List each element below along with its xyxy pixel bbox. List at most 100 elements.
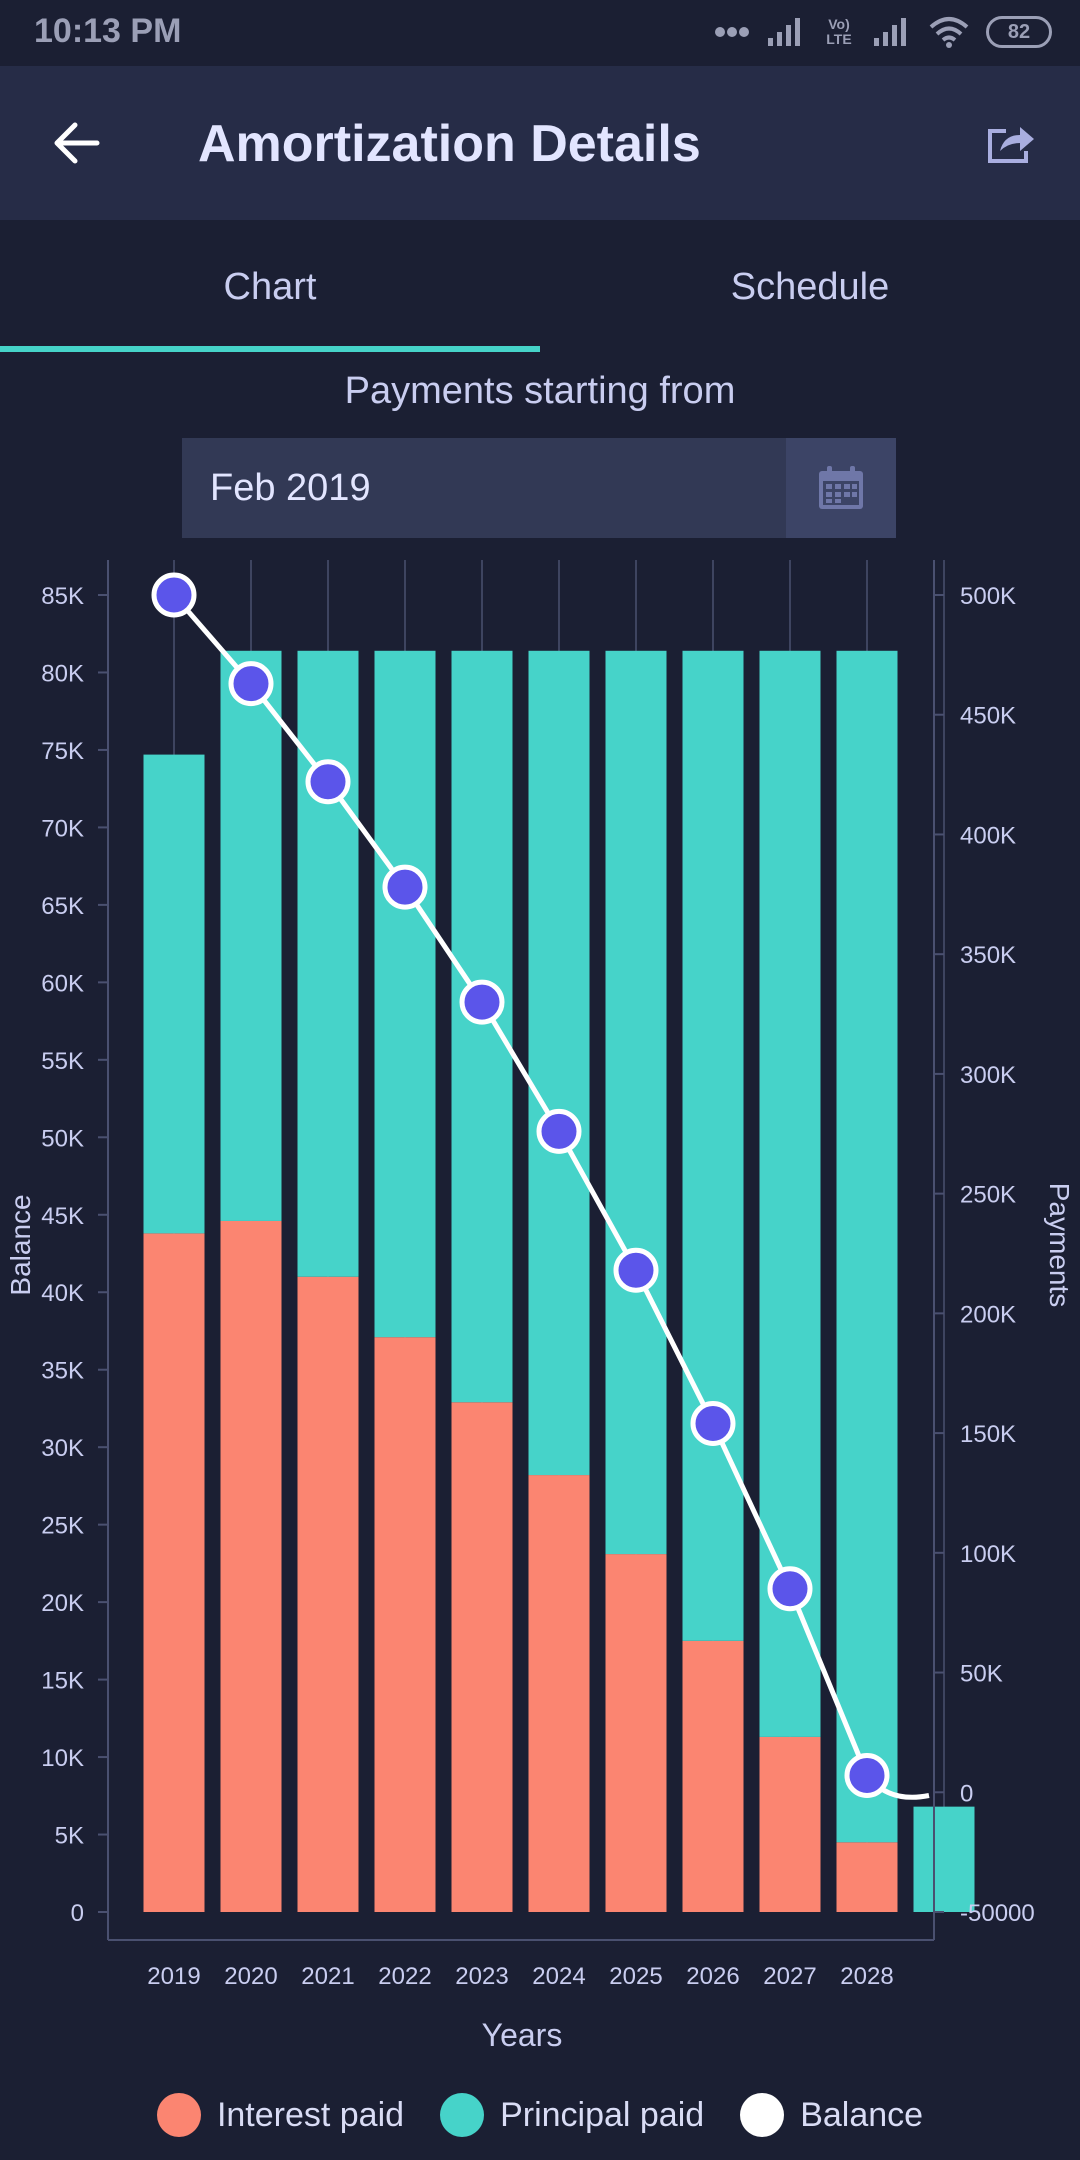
status-time: 10:13 PM [34, 12, 182, 50]
x-tick-label-2027: 2027 [763, 1963, 816, 1990]
y-left-tick-label: 60K [41, 970, 84, 997]
y-left-tick-label: 20K [41, 1590, 84, 1617]
bar-interest-2027 [759, 1736, 821, 1912]
app-bar: Amortization Details [0, 66, 1080, 220]
x-tick-label-2019: 2019 [147, 1963, 200, 1990]
signal-icon [768, 18, 800, 46]
arrow-left-icon [54, 122, 100, 164]
status-bar: 10:13 PM Vo) LTE 82 [0, 0, 1080, 66]
y-left-tick-label: 5K [55, 1823, 84, 1850]
calendar-icon [819, 466, 863, 509]
y-left-tick-label: 80K [41, 660, 84, 687]
share-button[interactable] [978, 110, 1044, 176]
battery-indicator: 82 [986, 16, 1052, 48]
chart-legend: Interest paid Principal paid Balance [0, 2080, 1080, 2150]
x-tick-label-2028: 2028 [840, 1963, 893, 1990]
payments-start-label: Payments starting from [344, 370, 736, 412]
legend-label-balance: Balance [800, 2095, 924, 2134]
y-left-tick-label: 75K [41, 738, 84, 765]
tab-indicator [0, 346, 540, 352]
calendar-button[interactable] [786, 438, 896, 538]
start-date-field[interactable]: Feb 2019 [182, 438, 786, 538]
bar-interest-2028 [836, 1842, 898, 1912]
y-right-tick-label: 50K [960, 1661, 1003, 1688]
bar-principal-2023 [451, 650, 513, 1403]
legend-swatch-interest [156, 2093, 201, 2137]
x-tick-label-2022: 2022 [378, 1963, 431, 1990]
bar-interest-2019 [143, 1233, 205, 1912]
x-tick-label-2026: 2026 [686, 1963, 739, 1990]
y-left-tick-label: 40K [41, 1280, 84, 1307]
y-right-tick-label: 400K [960, 822, 1016, 849]
signal-icon-2 [874, 18, 906, 46]
y-left-tick-label: 65K [41, 893, 84, 920]
y-right-tick-label: 250K [960, 1182, 1016, 1209]
x-tick-label-2021: 2021 [301, 1963, 354, 1990]
y-left-tick-label: 50K [41, 1125, 84, 1152]
bar-interest-2024 [528, 1475, 590, 1912]
balance-point-2025 [613, 1247, 659, 1293]
y-left-tick-label: 30K [41, 1435, 84, 1462]
balance-point-2022 [382, 864, 428, 910]
y-left-tick-label: 55K [41, 1048, 84, 1075]
legend-swatch-principal [440, 2093, 485, 2137]
bar-principal-extra [913, 1806, 975, 1912]
legend-item-interest: Interest paid [156, 2093, 405, 2137]
bar-interest-2022 [374, 1337, 436, 1912]
bar-principal-2021 [297, 650, 359, 1277]
bar-interest-2026 [682, 1640, 744, 1912]
x-tick-label-2025: 2025 [609, 1963, 662, 1990]
bar-principal-2027 [759, 650, 821, 1737]
x-tick-label-2020: 2020 [224, 1963, 277, 1990]
tab-schedule[interactable]: Schedule [730, 265, 890, 308]
back-button[interactable] [44, 110, 110, 176]
y-left-tick-label: 0 [71, 1900, 84, 1927]
balance-point-2020 [228, 661, 274, 707]
y-right-tick-label: 200K [960, 1301, 1016, 1328]
x-axis-label: Years [482, 2017, 563, 2053]
bar-interest-2023 [451, 1402, 513, 1912]
tab-chart[interactable]: Chart [223, 265, 317, 308]
y-left-tick-label: 15K [41, 1668, 84, 1695]
y-right-tick-label: 350K [960, 942, 1016, 969]
legend-label-principal: Principal paid [500, 2095, 705, 2134]
y-axis-left-label: Balance [5, 1194, 36, 1295]
balance-point-2019 [151, 572, 197, 618]
bar-principal-2028 [836, 650, 898, 1843]
y-left-tick-label: 35K [41, 1358, 84, 1385]
balance-point-2024 [536, 1108, 582, 1154]
y-left-tick-label: 85K [41, 583, 84, 610]
balance-point-2026 [690, 1401, 736, 1447]
x-tick-label-2024: 2024 [532, 1963, 585, 1990]
status-icons: Vo) LTE 82 [714, 12, 1052, 52]
bar-principal-2020 [220, 650, 282, 1221]
balance-point-2021 [305, 759, 351, 805]
page-title: Amortization Details [198, 115, 701, 173]
legend-item-balance: Balance [740, 2093, 923, 2137]
legend-swatch-balance [740, 2093, 785, 2137]
y-right-tick-label: 150K [960, 1421, 1016, 1448]
volte-icon: Vo) LTE [826, 16, 852, 47]
y-right-tick-label: 450K [960, 703, 1016, 730]
x-tick-label-2023: 2023 [455, 1963, 508, 1990]
bar-principal-2019 [143, 754, 205, 1234]
balance-point-2027 [767, 1566, 813, 1612]
bar-principal-2025 [605, 650, 667, 1555]
balance-point-2023 [459, 979, 505, 1025]
y-right-tick-label: -50000 [960, 1900, 1035, 1927]
y-right-tick-label: 0 [960, 1780, 973, 1807]
y-right-tick-label: 100K [960, 1541, 1016, 1568]
y-left-tick-label: 10K [41, 1745, 84, 1772]
y-right-tick-label: 300K [960, 1062, 1016, 1089]
legend-item-principal: Principal paid [440, 2093, 704, 2137]
amortization-chart: 0 5K 10K 15K 20K 25K 30K 35K 40K 45K 50K 55K 60K 65K 7… [5, 560, 1075, 2053]
bar-interest-2021 [297, 1276, 359, 1912]
wifi-icon [929, 17, 969, 48]
tab-bar: Chart Schedule [0, 220, 1080, 354]
bar-principal-2024 [528, 650, 590, 1476]
legend-label-interest: Interest paid [216, 2095, 405, 2134]
y-left-tick-label: 70K [41, 815, 84, 842]
y-left-tick-label: 25K [41, 1513, 84, 1540]
bar-interest-2020 [220, 1220, 282, 1912]
bar-principal-2026 [682, 650, 744, 1641]
